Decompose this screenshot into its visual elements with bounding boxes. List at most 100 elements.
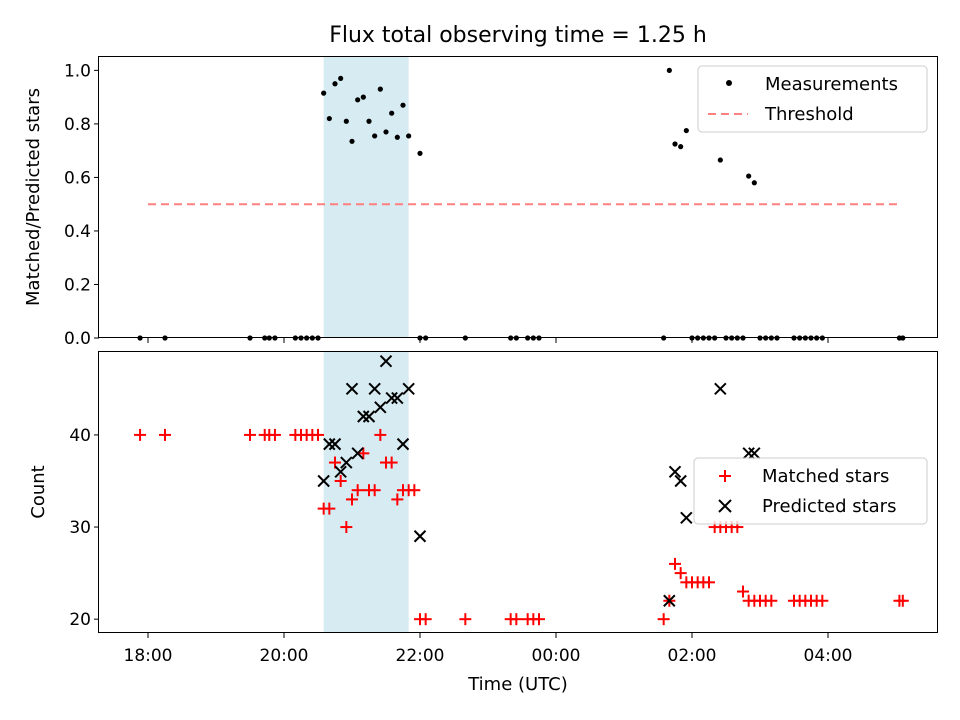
measurement-point: [383, 129, 389, 135]
chart-title: Flux total observing time = 1.25 h: [329, 23, 707, 48]
matched-star-point: [510, 613, 523, 626]
top-legend: Measurements Threshold: [697, 65, 928, 133]
predicted-star-point: [351, 447, 364, 460]
measurement-point: [372, 133, 378, 139]
measurement-point: [349, 138, 355, 144]
matched-star-point: [674, 567, 687, 580]
top-legend-box: [697, 65, 928, 133]
matched-star-point: [323, 502, 336, 515]
y-tick-label: 0.0: [64, 329, 91, 349]
predicted-star-point: [357, 410, 370, 423]
matched-star-point: [334, 474, 347, 487]
x-tick-label: 20:00: [260, 646, 309, 666]
matched-star-point: [374, 428, 387, 441]
predicted-star-point: [402, 382, 415, 396]
measurement-point: [666, 67, 672, 73]
matched-star-point: [244, 428, 256, 441]
matched-star-point: [533, 613, 545, 626]
measurement-point: [672, 141, 678, 147]
matched-star-point: [391, 493, 404, 506]
matched-star-point: [765, 594, 778, 607]
legend-predicted-label: Predicted stars: [762, 496, 896, 517]
predicted-star-point: [340, 456, 353, 469]
bottom-xtick-group: 18:00 20:00 22:00 00:00 02:00 04:00: [124, 633, 853, 666]
measurement-point: [717, 157, 723, 163]
measurement-point: [343, 118, 349, 124]
predicted-star-point: [742, 447, 755, 460]
y-tick-label: 0.8: [64, 115, 91, 135]
y-tick-label: 20: [69, 610, 91, 630]
legend-threshold-label: Threshold: [764, 104, 854, 125]
legend-measurements-marker: [726, 80, 732, 86]
predicted-star-point: [663, 594, 676, 607]
matched-star-point: [896, 594, 909, 607]
predicted-star-point: [345, 382, 359, 396]
predicted-stars-series: [317, 355, 761, 607]
predicted-star-point: [374, 401, 387, 414]
bottom-legend: Matched stars Predicted stars: [693, 457, 928, 525]
matched-star-point: [459, 613, 472, 626]
measurement-point: [394, 134, 400, 140]
measurement-point: [678, 144, 684, 150]
legend-predicted-marker: [718, 499, 732, 513]
measurement-point: [332, 81, 338, 87]
legend-measurements-label: Measurements: [765, 74, 898, 95]
matched-star-point: [351, 484, 364, 497]
measurement-point: [377, 86, 383, 92]
matched-star-point: [340, 521, 353, 534]
measurement-point: [746, 173, 752, 179]
matched-star-point: [816, 594, 829, 607]
measurement-point: [338, 75, 344, 82]
matched-star-point: [268, 428, 281, 441]
predicted-star-point: [328, 437, 342, 451]
bottom-ytick-group: 20 30 40: [69, 426, 99, 630]
matched-star-point: [669, 557, 681, 570]
predicted-star-point: [413, 530, 427, 543]
y-tick-label: 0.6: [64, 168, 91, 188]
bottom-shaded-interval: [323, 352, 409, 633]
measurement-point: [321, 90, 327, 96]
predicted-star-point: [668, 465, 682, 478]
x-tick-label: 22:00: [396, 646, 445, 666]
matched-star-point: [134, 428, 147, 441]
top-panel: 0.0 0.2 0.4 0.6 0.8 1.0 Matched/Predicted sta…: [23, 56, 938, 349]
y-tick-label: 0.2: [64, 275, 91, 295]
legend-matched-marker: [719, 470, 731, 482]
legend-matched-label: Matched stars: [762, 466, 889, 487]
measurement-point: [326, 115, 332, 122]
matched-stars-series: [134, 428, 909, 626]
x-tick-label: 00:00: [532, 646, 581, 666]
y-tick-label: 1.0: [64, 61, 91, 81]
y-tick-label: 30: [69, 518, 91, 538]
measurement-point: [400, 102, 406, 108]
matched-star-point: [159, 428, 171, 441]
bottom-y-axis-label: Count: [28, 465, 49, 518]
bottom-panel: 20 30 40 18:00 20:00 22:00 00:00 02:00 04:00 Co…: [28, 351, 938, 695]
x-axis-label: Time (UTC): [467, 674, 568, 695]
matched-star-point: [408, 484, 421, 497]
predicted-star-point: [334, 465, 347, 478]
predicted-star-point: [680, 511, 693, 525]
measurement-point: [355, 97, 361, 103]
matched-star-point: [737, 585, 749, 598]
predicted-star-point: [368, 382, 381, 396]
matched-star-point: [346, 493, 358, 506]
matched-star-point: [385, 456, 398, 469]
predicted-star-point: [391, 391, 404, 405]
measurement-point: [683, 127, 689, 134]
matched-star-point: [657, 613, 670, 626]
measurement-point: [389, 110, 395, 116]
y-tick-label: 0.4: [64, 222, 91, 242]
measurement-point: [360, 94, 366, 100]
predicted-star-point: [714, 382, 727, 396]
matched-star-point: [357, 447, 370, 460]
top-y-axis-label: Matched/Predicted stars: [23, 88, 44, 306]
predicted-star-point: [317, 474, 330, 488]
predicted-star-point: [362, 410, 376, 423]
bottom-legend-box: [693, 457, 928, 525]
x-tick-label: 18:00: [124, 646, 173, 666]
x-tick-label: 02:00: [668, 646, 717, 666]
matched-star-point: [419, 613, 432, 626]
measurement-point: [751, 180, 757, 186]
